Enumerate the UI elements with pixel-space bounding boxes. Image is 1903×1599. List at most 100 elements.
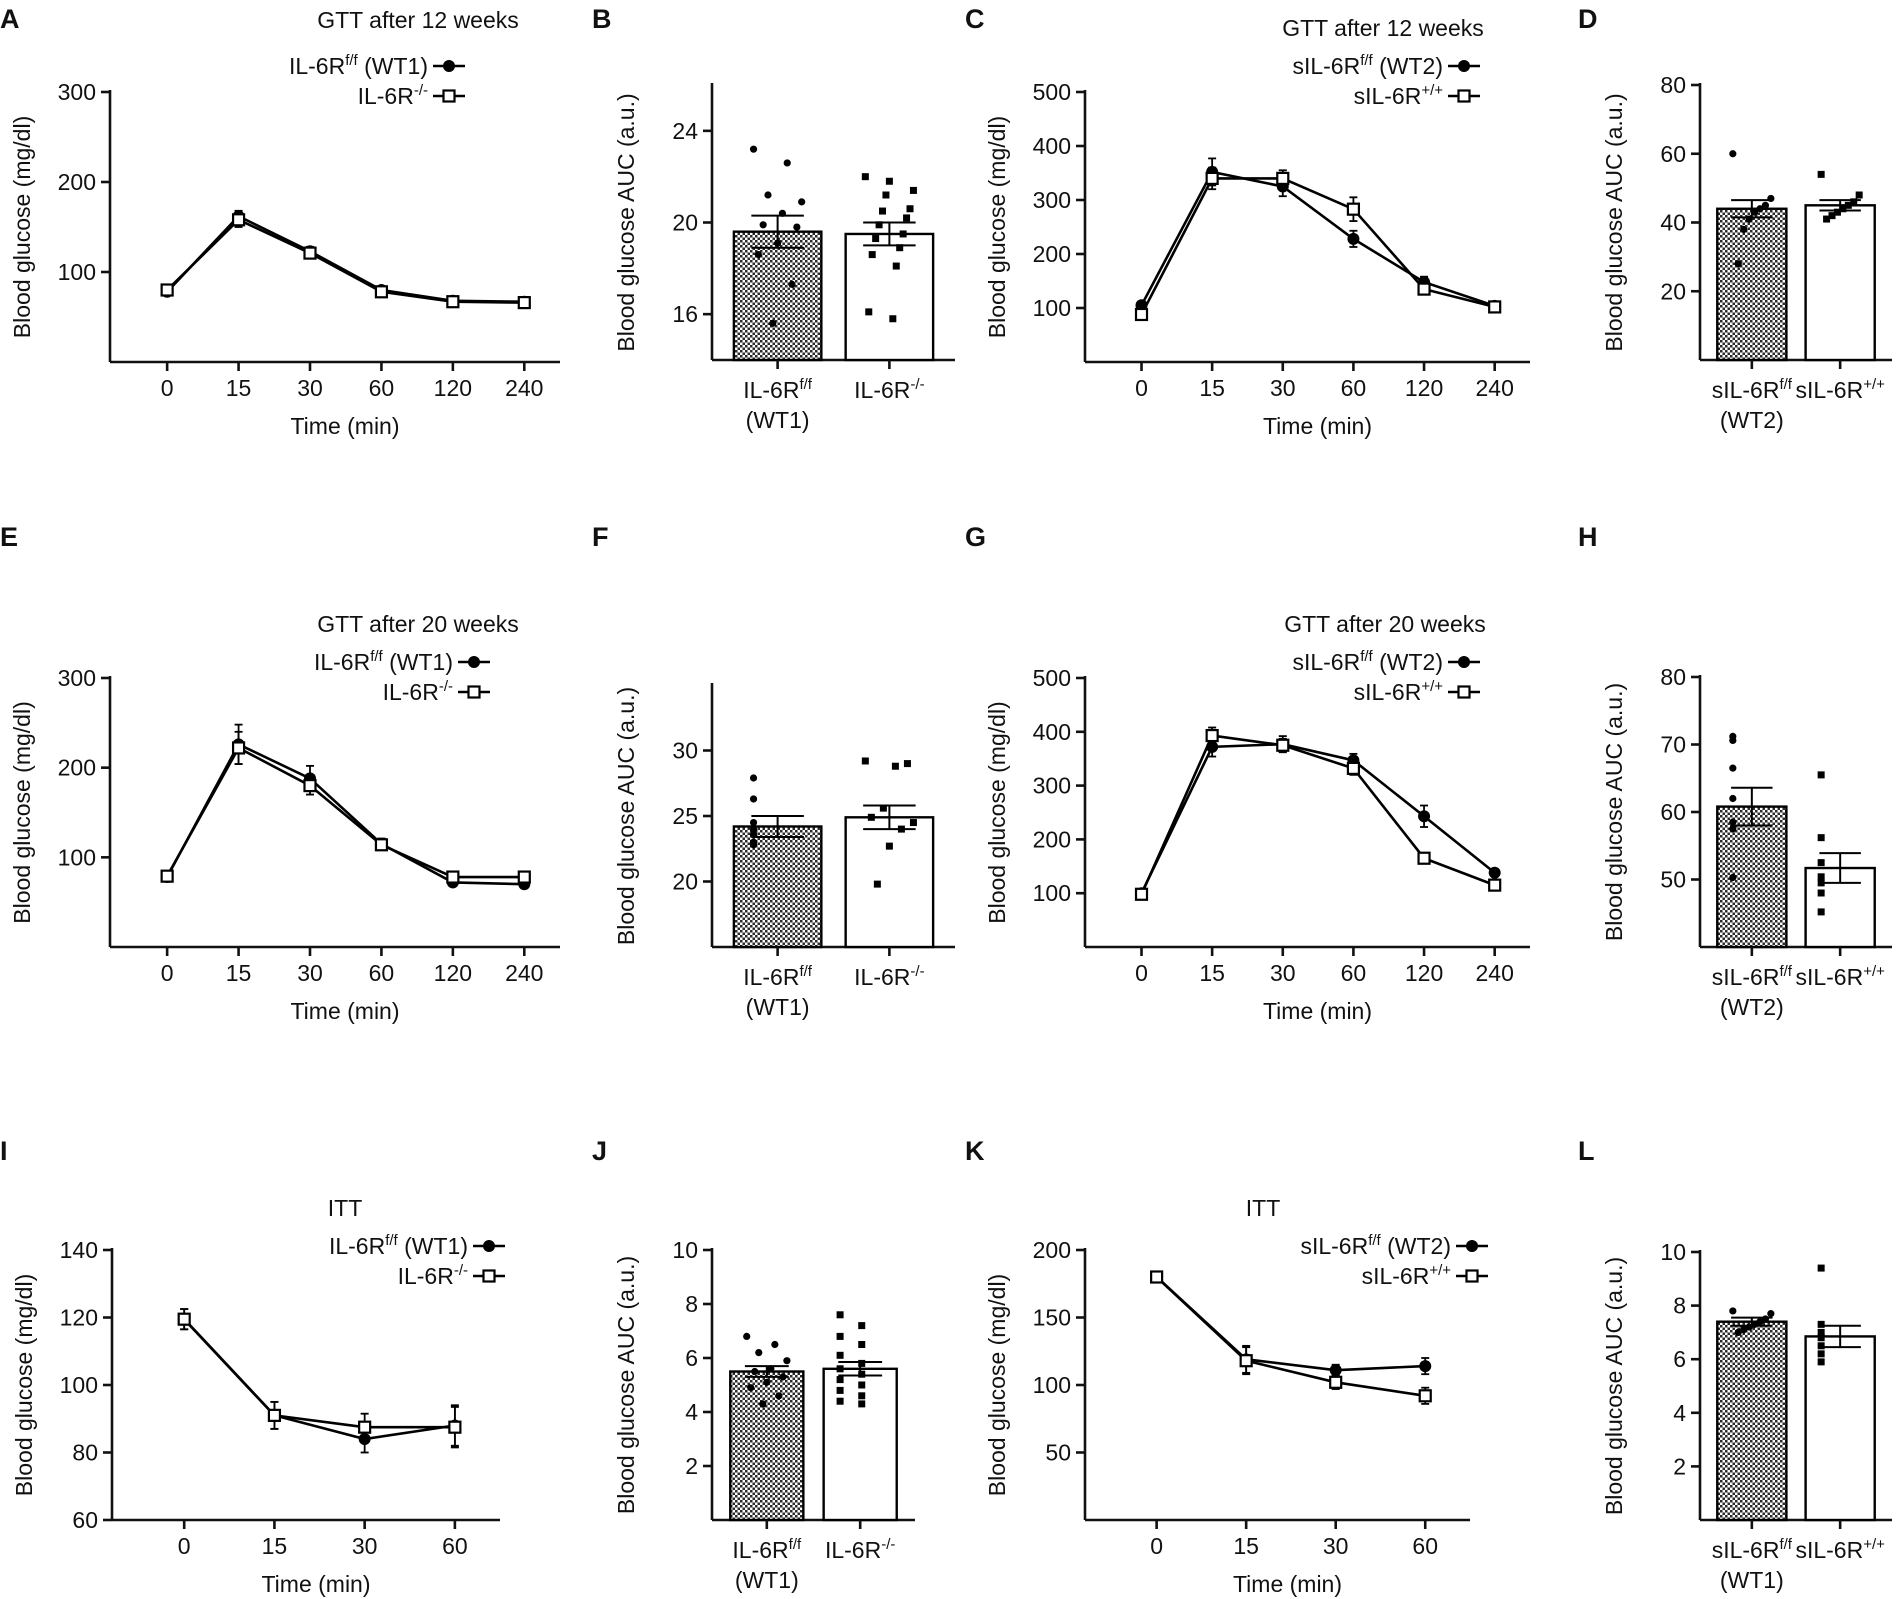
- panel-letter: J: [592, 1136, 607, 1166]
- x-tick-label: 120: [434, 375, 472, 401]
- data-point: [909, 186, 917, 194]
- data-point: [759, 1400, 767, 1408]
- y-axis-label: Blood glucose (mg/dl): [9, 701, 35, 923]
- data-point: [798, 198, 806, 206]
- legend-marker: [467, 685, 481, 699]
- group-label: IL-6Rf/f: [743, 963, 813, 990]
- data-point: [751, 1367, 759, 1376]
- y-axis-label: Blood glucose (mg/dl): [984, 116, 1010, 338]
- panel-K: K ITT 50 100 150 200 0 15 30 60 Time (min) Blood gl…: [965, 1136, 1488, 1597]
- panel-A: A GTT after 12 weeks 100 200 300 0 15 30 60 120 24…: [0, 4, 560, 439]
- series-line: [1140, 170, 1496, 308]
- panel-letter: D: [1578, 4, 1598, 34]
- panel-L: L 2 4 6 8 10 Blood glucose AUC (a.u.) sIL-6Rf/f…: [1578, 1136, 1892, 1593]
- panel-letter: B: [592, 4, 612, 34]
- legend-marker: [1457, 685, 1471, 699]
- data-point: [763, 1378, 771, 1386]
- y-axis-label: Blood glucose AUC (a.u.): [613, 687, 639, 945]
- data-point: [1817, 1328, 1825, 1336]
- y-tick-label: 4: [685, 1399, 698, 1425]
- chart-title: GTT after 12 weeks: [317, 7, 519, 33]
- data-point: [759, 221, 767, 229]
- x-tick-label: 60: [369, 960, 395, 986]
- series-line: [166, 218, 525, 304]
- bar: [732, 825, 823, 949]
- y-axis-label: Blood glucose (mg/dl): [984, 701, 1010, 923]
- data-point: [177, 1312, 191, 1326]
- y-tick-label: 300: [1033, 773, 1071, 799]
- y-tick-label: 100: [58, 844, 96, 870]
- data-point: [892, 262, 900, 270]
- y-tick-label: 6: [1673, 1346, 1686, 1372]
- data-point: [774, 239, 782, 247]
- data-point: [231, 213, 246, 227]
- data-point: [764, 191, 772, 199]
- y-tick-label: 20: [1660, 278, 1686, 304]
- data-point: [160, 283, 174, 297]
- data-point: [1347, 232, 1360, 245]
- data-point: [882, 191, 890, 199]
- data-point: [1205, 171, 1219, 185]
- x-tick-label: 15: [1199, 375, 1225, 401]
- y-tick-label: 80: [1660, 664, 1686, 690]
- data-point: [446, 870, 460, 884]
- data-point: [1729, 794, 1737, 803]
- panel-letter: A: [0, 4, 20, 34]
- data-point: [448, 1420, 462, 1434]
- data-point: [879, 207, 887, 215]
- y-tick-label: 100: [60, 1372, 98, 1398]
- x-tick-label: 60: [1341, 375, 1367, 401]
- panel-I: I ITT 60 80 100 120 140 0 15 30 60 Time (min) Blood …: [0, 1136, 505, 1597]
- x-tick-label: 0: [1150, 1533, 1163, 1559]
- y-axis-label: Blood glucose (mg/dl): [9, 116, 35, 338]
- data-point: [1740, 225, 1748, 233]
- data-point: [374, 285, 389, 299]
- y-tick-label: 2: [1673, 1453, 1686, 1479]
- data-point: [1745, 1323, 1753, 1331]
- y-tick-label: 10: [1660, 1239, 1686, 1265]
- chart-title: ITT: [1246, 1195, 1281, 1221]
- data-point: [358, 1420, 372, 1434]
- data-point: [743, 1332, 751, 1340]
- y-tick-label: 10: [672, 1237, 698, 1263]
- legend-marker: [468, 656, 480, 668]
- x-tick-label: 120: [1405, 960, 1443, 986]
- y-axis-label: Blood glucose (mg/dl): [984, 1274, 1010, 1496]
- bar: [844, 232, 935, 362]
- data-point: [767, 1365, 775, 1373]
- x-axis-label: Time (min): [1263, 413, 1372, 439]
- panel-letter: E: [0, 522, 18, 552]
- data-point: [1817, 1320, 1825, 1328]
- x-tick-label: 15: [1199, 960, 1225, 986]
- x-axis-label: Time (min): [261, 1571, 370, 1597]
- legend-label: IL-6R-/-: [383, 678, 453, 705]
- data-point: [749, 145, 758, 153]
- y-tick-label: 16: [672, 301, 698, 327]
- data-point: [1488, 866, 1501, 879]
- group-label: IL-6R-/-: [825, 1536, 895, 1563]
- data-point: [517, 870, 531, 884]
- data-point: [1823, 215, 1831, 223]
- legend-marker: [1466, 1240, 1478, 1252]
- bar: [1716, 207, 1788, 362]
- panel-letter: K: [965, 1136, 985, 1166]
- panel-letter: F: [592, 522, 609, 552]
- legend-label: IL-6Rf/f (WT1): [289, 52, 428, 79]
- data-point: [836, 1311, 844, 1319]
- data-point: [1729, 818, 1737, 826]
- x-tick-label: 0: [1135, 960, 1148, 986]
- data-point: [1817, 834, 1825, 842]
- y-tick-label: 80: [1660, 72, 1686, 98]
- bar: [729, 1370, 805, 1522]
- data-point: [749, 841, 758, 849]
- data-point: [1134, 307, 1149, 322]
- data-point: [749, 795, 758, 803]
- group-label: sIL-6Rf/f: [1712, 376, 1793, 403]
- data-point: [1839, 205, 1847, 213]
- data-point: [873, 880, 881, 888]
- data-point: [1734, 1328, 1742, 1336]
- legend-marker: [1457, 89, 1471, 103]
- y-tick-label: 50: [1660, 867, 1686, 893]
- x-axis-label: Time (min): [290, 413, 399, 439]
- x-tick-label: 0: [178, 1533, 191, 1559]
